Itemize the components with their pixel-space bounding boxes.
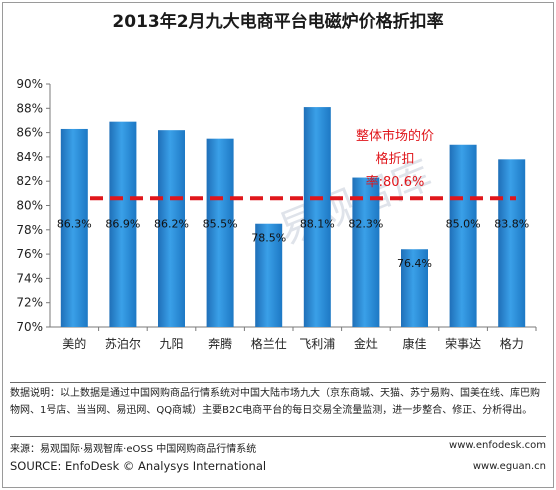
data-label: 86.9%: [105, 217, 140, 230]
y-tick-label: 76%: [16, 247, 43, 261]
bar-chart: 易观智库 70%72%74%76%78%80%82%84%86%88%90% 美…: [16, 77, 537, 351]
y-tick-label: 72%: [16, 296, 43, 310]
bar: [255, 223, 283, 327]
reference-annotation-line: 整体市场的价: [356, 128, 434, 144]
source-url-enfodesk: www.enfodesk.com: [449, 440, 546, 451]
y-tick-label: 82%: [16, 174, 43, 188]
bar: [60, 128, 88, 327]
data-label: 85.5%: [203, 217, 238, 230]
bar: [401, 249, 428, 327]
y-tick-label: 86%: [16, 126, 43, 140]
y-tick-label: 90%: [16, 77, 43, 91]
x-tick-label: 美的: [62, 336, 86, 351]
bar: [109, 121, 137, 327]
x-tick-label: 康佳: [402, 336, 426, 351]
source-en: SOURCE: EnfoDesk © Analysys Internationa…: [10, 459, 267, 473]
bar: [303, 107, 331, 328]
source-block: 来源：易观国际·易观智库·eOSS 中国网购商品行情系统 www.enfodes…: [10, 436, 546, 473]
source-cn: 来源：易观国际·易观智库·eOSS 中国网购商品行情系统: [10, 444, 257, 455]
data-notes: 数据说明：以上数据是通过中国网购商品行情系统对中国大陆市场九大（京东商城、天猫、…: [10, 382, 546, 419]
x-tick-label: 九阳: [159, 337, 183, 351]
chart-title: 2013年2月九大电商平台电磁炉价格折扣率: [112, 12, 444, 32]
data-label: 83.8%: [494, 217, 529, 230]
y-tick-label: 88%: [16, 101, 43, 115]
y-tick-label: 84%: [16, 150, 43, 164]
source-url-eguan: www.eguan.cn: [472, 461, 546, 472]
x-tick-label: 格力: [500, 336, 524, 351]
data-label: 86.2%: [154, 217, 189, 230]
data-label: 88.1%: [300, 217, 335, 230]
bar: [352, 177, 380, 327]
reference-annotation-line: 格折扣: [375, 151, 414, 167]
x-tick-label: 荣事达: [445, 337, 481, 351]
data-label: 78.5%: [251, 232, 286, 245]
bar: [449, 144, 477, 327]
y-tick-label: 80%: [16, 199, 43, 213]
data-label: 76.4%: [397, 257, 432, 270]
data-label: 85.0%: [446, 217, 481, 230]
x-tick-label: 飞利浦: [299, 337, 335, 351]
x-tick-label: 奔腾: [208, 336, 232, 351]
y-tick-label: 78%: [16, 223, 43, 237]
data-label: 86.3%: [57, 217, 92, 230]
x-tick-label: 格兰仕: [251, 336, 287, 351]
x-tick-label: 苏泊尔: [105, 336, 141, 351]
data-label: 82.3%: [348, 217, 383, 230]
bar: [206, 138, 234, 327]
x-tick-label: 金灶: [354, 336, 378, 351]
bar: [158, 130, 185, 327]
y-tick-label: 70%: [16, 320, 43, 334]
y-tick-label: 74%: [16, 271, 43, 285]
reference-annotation-line: 率:80.6%: [366, 174, 425, 190]
bar: [498, 159, 526, 327]
